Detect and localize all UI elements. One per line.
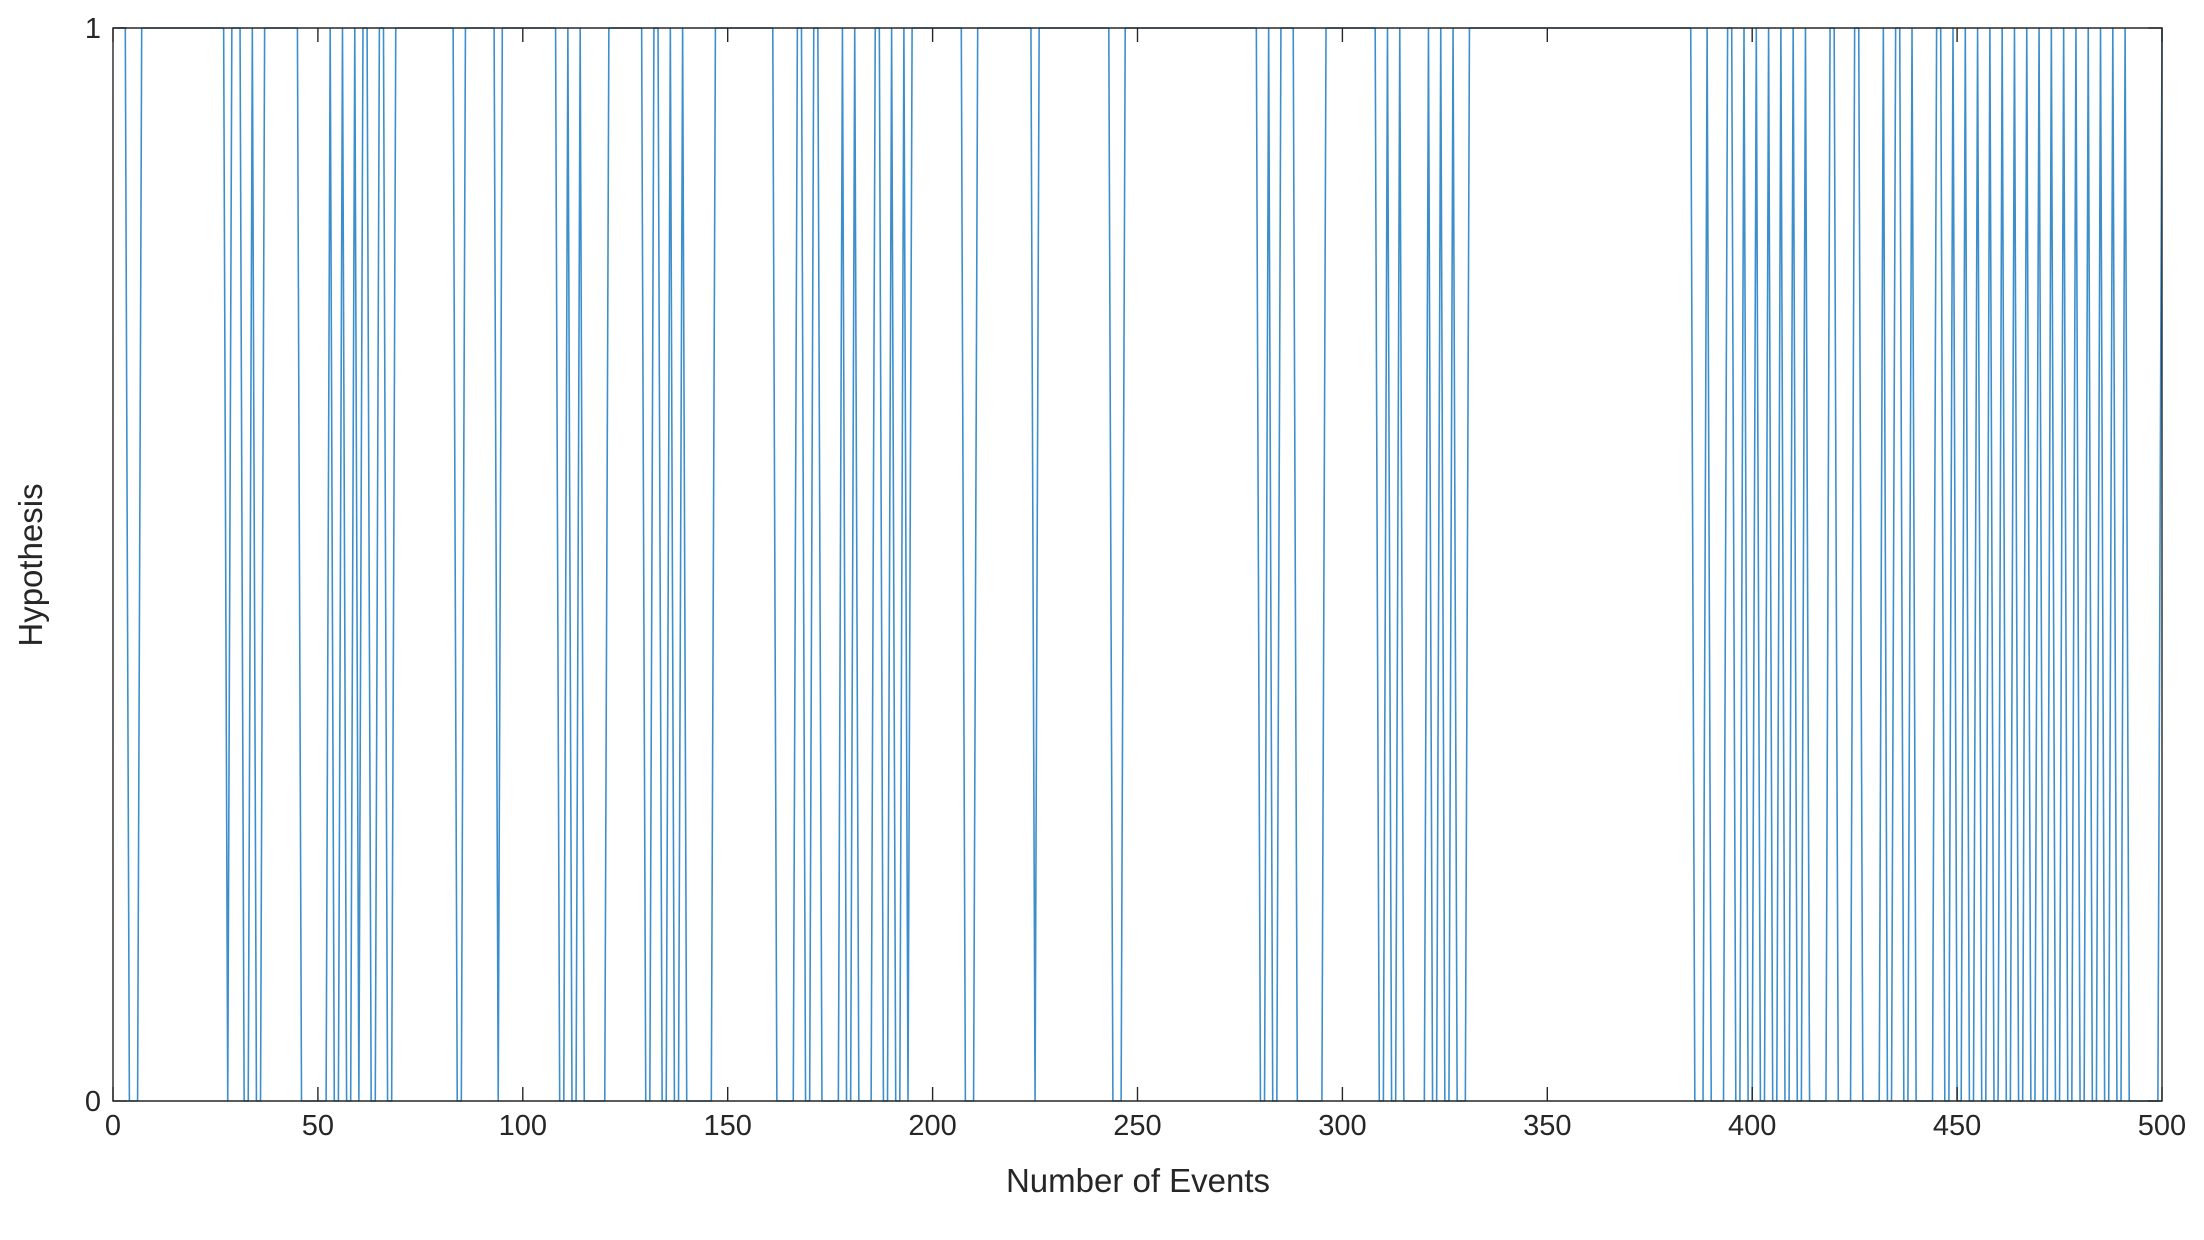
x-tick-label: 150 [704,1110,752,1142]
x-tick-label: 200 [908,1110,956,1142]
y-tick-label: 1 [85,13,101,45]
x-tick-label: 450 [1933,1110,1981,1142]
x-tick-label: 350 [1523,1110,1571,1142]
x-tick-label: 500 [2138,1110,2186,1142]
x-tick-label: 250 [1113,1110,1161,1142]
y-tick-label: 0 [85,1086,101,1118]
y-axis-label: Hypothesis [12,483,49,646]
x-tick-label: 50 [302,1110,334,1142]
x-tick-label: 300 [1318,1110,1366,1142]
x-tick-label: 100 [499,1110,547,1142]
x-axis-label: Number of Events [1006,1162,1270,1199]
x-tick-label: 0 [105,1110,121,1142]
x-tick-label: 400 [1728,1110,1776,1142]
